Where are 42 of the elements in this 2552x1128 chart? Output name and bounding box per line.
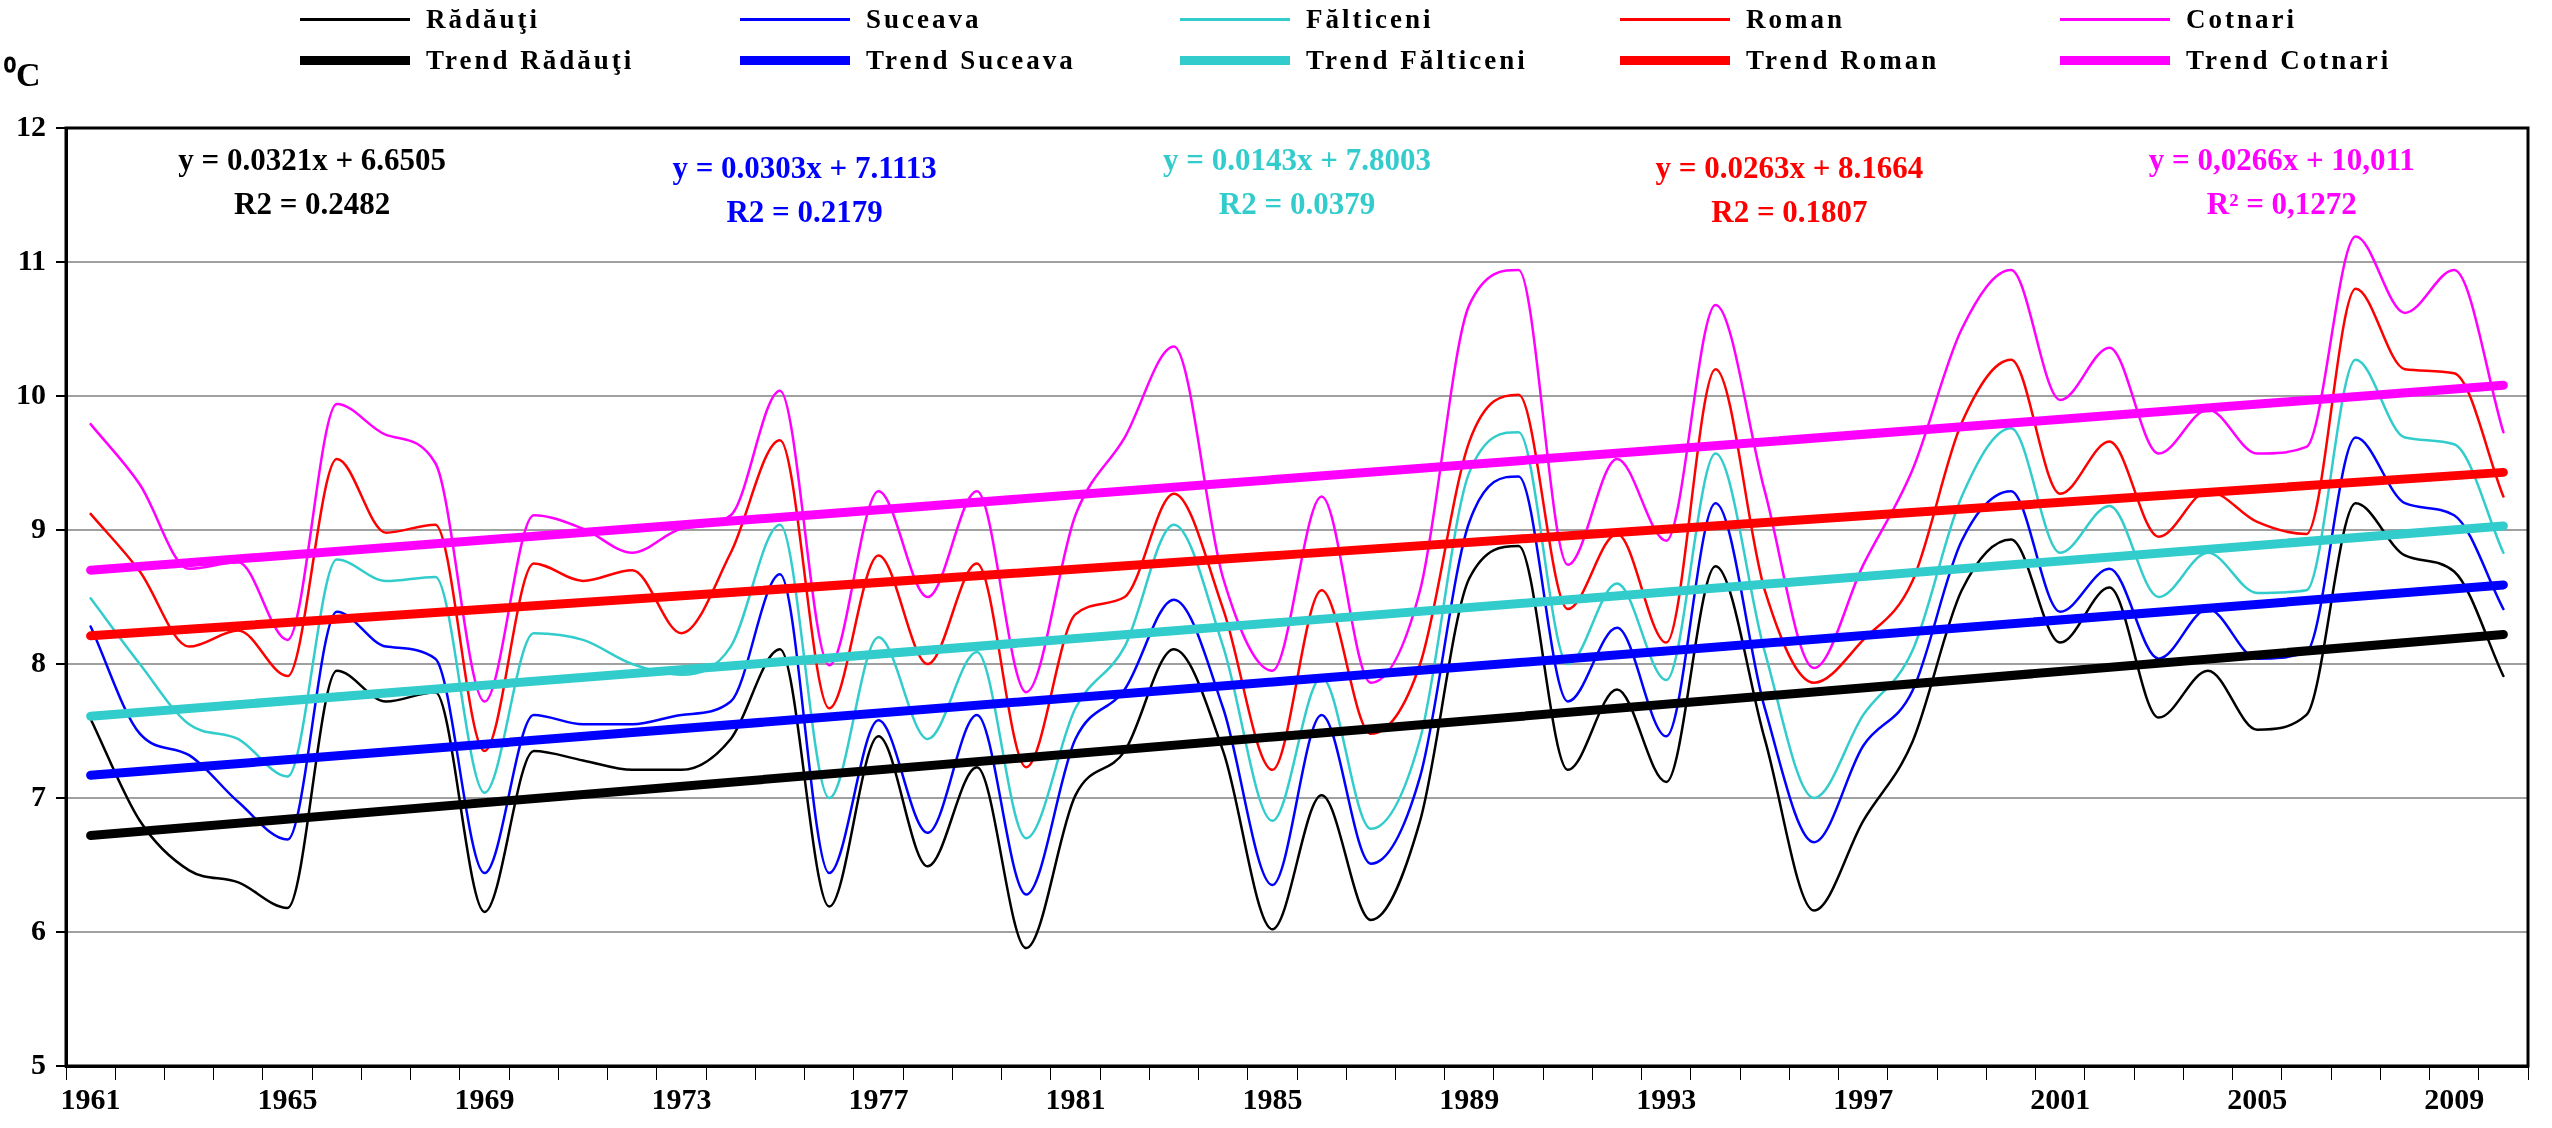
y-tick-label: 9 — [31, 510, 46, 544]
x-tick-label: 1981 — [1045, 1081, 1106, 1115]
x-tick-label: 1989 — [1439, 1081, 1500, 1115]
legend-label: Roman — [1746, 4, 1846, 35]
line-series — [89, 501, 2505, 950]
annotation: y = 0.0321x + 6.6505 R2 = 0.2482 — [178, 142, 447, 222]
line-series — [89, 358, 2505, 840]
x-tick-label: 1997 — [1833, 1081, 1894, 1115]
legend-label: Cotnari — [2186, 4, 2297, 35]
legend-label: Trend Fălticeni — [1306, 45, 1528, 76]
legend-label: Trend Suceava — [866, 45, 1076, 76]
y-tick-label: 5 — [31, 1046, 46, 1080]
x-tick-label: 1965 — [257, 1081, 318, 1115]
legend-label: Fălticeni — [1306, 4, 1434, 35]
y-tick-label: 12 — [16, 108, 46, 142]
legend-label: Trend Roman — [1746, 45, 1940, 76]
legend-label: Trend Cotnari — [2186, 45, 2392, 76]
x-tick-label: 1969 — [454, 1081, 515, 1115]
y-tick-label: 8 — [31, 644, 46, 678]
y-tick-label: 11 — [17, 242, 46, 276]
annotation: y = 0.0263x + 8.1664 R2 = 0.1807 — [1655, 150, 1924, 230]
x-tick-label: 1977 — [848, 1081, 909, 1115]
legend-label: Rădăuţi — [426, 4, 541, 35]
annotation: y = 0.0143x + 7.8003 R2 = 0.0379 — [1163, 142, 1431, 222]
x-tick-label: 2005 — [2227, 1081, 2288, 1115]
annotation: y = 0,0266x + 10,011 R² = 0,1272 — [2148, 142, 2415, 222]
x-tick-label: 1985 — [1242, 1081, 1303, 1115]
y-tick-label: 7 — [31, 778, 46, 812]
y-axis-title: ⁰C — [4, 55, 41, 95]
x-tick-label: 1993 — [1636, 1081, 1697, 1115]
x-tick-label: 1973 — [651, 1081, 712, 1115]
y-tick-label: 6 — [31, 912, 46, 946]
line-series — [89, 235, 2505, 703]
line-series — [89, 287, 2505, 772]
line-series — [89, 436, 2505, 896]
legend-label: Trend Rădăuţi — [426, 45, 635, 76]
x-tick-label: 1961 — [60, 1081, 121, 1115]
y-tick-label: 10 — [16, 376, 46, 410]
x-tick-label: 2009 — [2424, 1081, 2485, 1115]
annotation: y = 0.0303x + 7.1113 R2 = 0.2179 — [672, 150, 937, 230]
x-tick-label: 2001 — [2030, 1081, 2091, 1115]
legend-label: Suceava — [866, 4, 982, 35]
